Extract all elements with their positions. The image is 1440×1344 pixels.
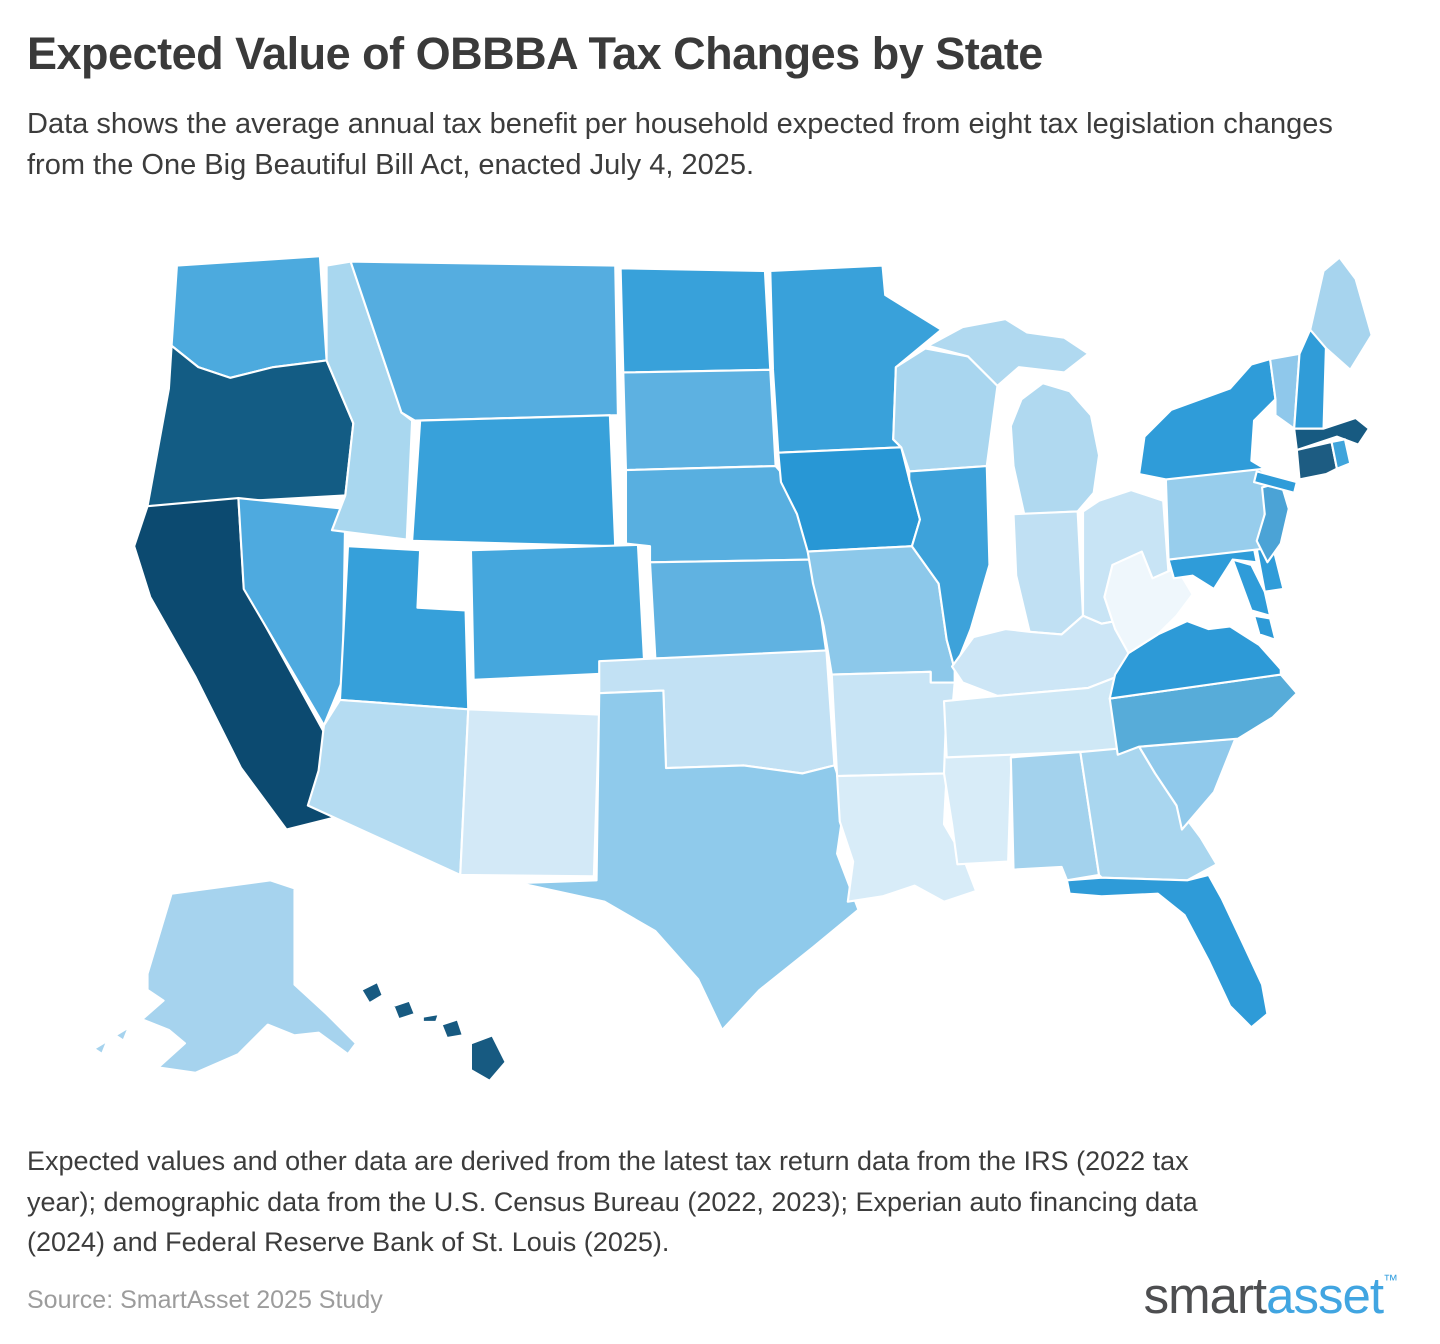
state-north-dakota[interactable] [619,267,772,374]
states-group [92,255,1373,1082]
state-washington[interactable] [170,255,328,379]
state-kansas[interactable] [648,558,828,660]
logo-asset-text: asset [1266,1267,1384,1324]
state-louisiana[interactable] [836,772,978,903]
state-hawaii[interactable] [360,980,507,1082]
page-subtitle: Data shows the average annual tax benefi… [27,108,1333,182]
state-new-hampshire[interactable] [1293,328,1328,430]
state-indiana[interactable] [1012,510,1085,636]
page-title: Expected Value of OBBBA Tax Changes by S… [27,28,1043,79]
source-text: Source: SmartAsset 2025 Study [27,1286,383,1314]
state-arizona[interactable] [306,698,470,877]
us-choropleth-map [70,225,1373,1108]
state-maryland[interactable] [1167,547,1272,617]
state-utah[interactable] [338,545,470,711]
state-rhode-island[interactable] [1330,438,1352,470]
state-illinois[interactable] [908,464,991,671]
state-wyoming[interactable] [411,414,617,548]
state-alaska[interactable] [92,879,358,1074]
state-vermont[interactable] [1269,352,1301,430]
smartasset-logo: smartasset™ [1144,1266,1398,1325]
state-new-mexico[interactable] [459,708,601,878]
state-oregon[interactable] [146,344,355,508]
state-maine[interactable] [1309,256,1373,371]
footnote-text: Expected values and other data are deriv… [27,1146,1198,1257]
state-connecticut[interactable] [1295,440,1338,481]
us-map-svg [92,255,1373,1082]
state-arkansas[interactable] [830,670,956,778]
logo-smart-text: smart [1143,1267,1267,1324]
state-texas[interactable] [517,689,860,1032]
state-michigan[interactable] [926,317,1101,516]
state-west-virginia[interactable] [1103,550,1194,655]
logo-trademark-symbol: ™ [1383,1272,1398,1289]
state-florida[interactable] [1065,873,1269,1029]
state-nevada[interactable] [237,497,347,727]
state-north-carolina[interactable] [1108,673,1298,756]
state-south-dakota[interactable] [622,368,777,472]
